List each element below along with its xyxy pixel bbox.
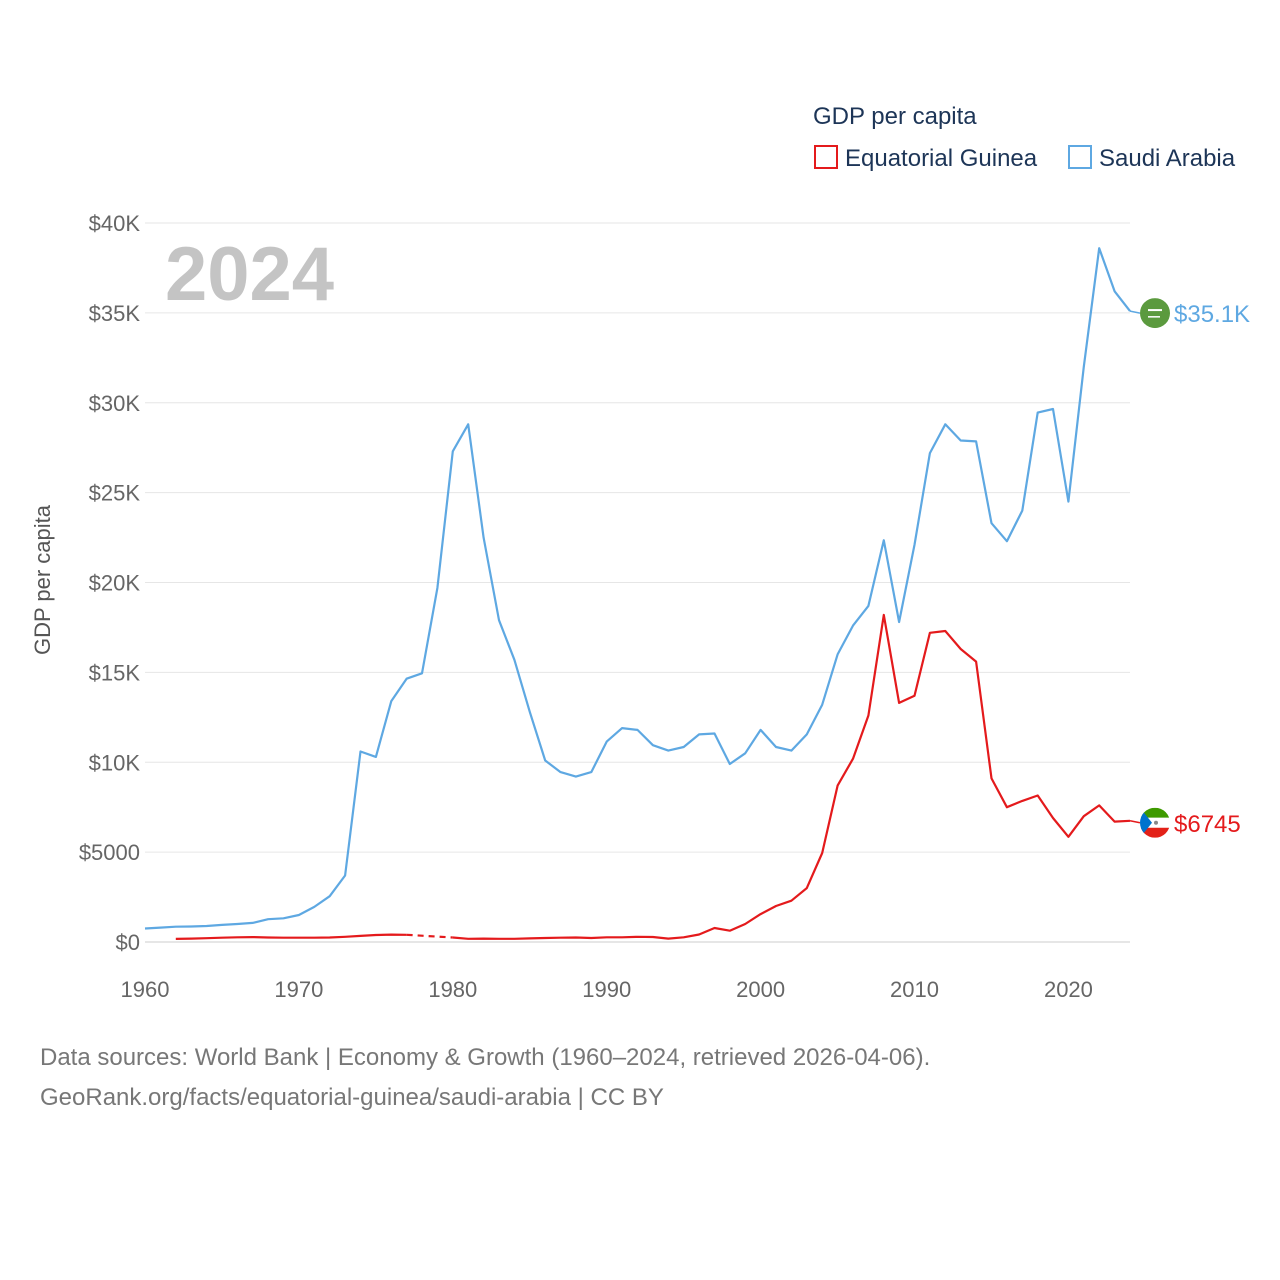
y-tick-0: $0 — [116, 930, 140, 955]
x-tick-2000: 2000 — [736, 977, 785, 1002]
y-tick-labels: $0 $5000 $10K $15K $20K $25K $30K $35K $40K — [79, 211, 141, 955]
series-end-markers: $6745 $35.1K — [1129, 298, 1250, 838]
series-line-equatorial-guinea-segment-0 — [175, 933, 407, 940]
legend: GDP per capita Equatorial Guinea Saudi A… — [813, 103, 1236, 172]
legend-item-equatorial-guinea[interactable]: Equatorial Guinea — [814, 145, 1038, 172]
legend-label-equatorial-guinea: Equatorial Guinea — [845, 145, 1038, 172]
legend-title: GDP per capita — [813, 103, 977, 130]
x-tick-1990: 1990 — [582, 977, 631, 1002]
series-line-saudi-arabia — [144, 247, 1131, 930]
y-tick-5000: $5000 — [79, 840, 140, 865]
x-tick-1960: 1960 — [121, 977, 170, 1002]
end-connector-equatorial-guinea — [1129, 820, 1141, 824]
y-axis-label: GDP per capita — [30, 504, 55, 655]
equatorial-guinea-flag-icon — [1140, 807, 1170, 838]
y-tick-40000: $40K — [89, 211, 141, 236]
end-connector-saudi-arabia — [1129, 310, 1141, 314]
footer-attribution: GeoRank.org/facts/equatorial-guinea/saud… — [40, 1084, 664, 1111]
series-line-equatorial-guinea-segment-1 — [452, 613, 1131, 940]
x-tick-1980: 1980 — [428, 977, 477, 1002]
saudi-arabia-flag-icon — [1140, 298, 1170, 329]
y-tick-20000: $20K — [89, 571, 141, 596]
legend-swatch-saudi-arabia — [1068, 145, 1092, 169]
y-tick-25000: $25K — [89, 481, 141, 506]
x-tick-2010: 2010 — [890, 977, 939, 1002]
y-tick-30000: $30K — [89, 391, 141, 416]
chart-year-label: 2024 — [165, 232, 334, 317]
x-tick-1970: 1970 — [274, 977, 323, 1002]
x-tick-labels: 1960 1970 1980 1990 2000 2010 2020 — [121, 977, 1093, 1002]
gdp-line-chart: $0 $5000 $10K $15K $20K $25K $30K $35K $40K 1960… — [30, 103, 1250, 1002]
y-tick-15000: $15K — [89, 660, 141, 685]
legend-label-saudi-arabia: Saudi Arabia — [1099, 145, 1236, 172]
y-gridlines — [145, 222, 1130, 943]
y-tick-10000: $10K — [89, 750, 141, 775]
legend-swatch-equatorial-guinea — [814, 145, 838, 169]
series-lines — [144, 247, 1131, 940]
y-tick-35000: $35K — [89, 301, 141, 326]
end-label-equatorial-guinea: $6745 — [1174, 811, 1241, 838]
series-gap-equatorial-guinea-0 — [406, 933, 453, 939]
end-label-saudi-arabia: $35.1K — [1174, 301, 1250, 328]
x-tick-2020: 2020 — [1044, 977, 1093, 1002]
footer-sources: Data sources: World Bank | Economy & Gro… — [40, 1044, 931, 1071]
legend-item-saudi-arabia[interactable]: Saudi Arabia — [1068, 145, 1236, 172]
